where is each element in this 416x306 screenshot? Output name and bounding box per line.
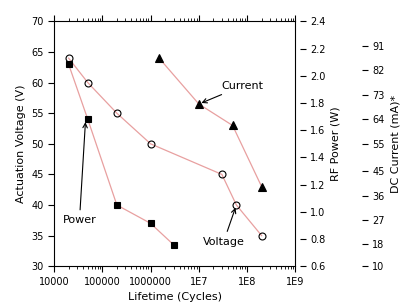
- Text: Current: Current: [203, 81, 264, 103]
- Text: Power: Power: [62, 123, 97, 226]
- Text: Voltage: Voltage: [203, 209, 245, 247]
- X-axis label: Lifetime (Cycles): Lifetime (Cycles): [128, 292, 222, 302]
- Y-axis label: Actuation Voltage (V): Actuation Voltage (V): [16, 84, 26, 203]
- Y-axis label: RF Power (W): RF Power (W): [331, 106, 341, 181]
- Y-axis label: DC Current (mA)*: DC Current (mA)*: [390, 95, 400, 193]
